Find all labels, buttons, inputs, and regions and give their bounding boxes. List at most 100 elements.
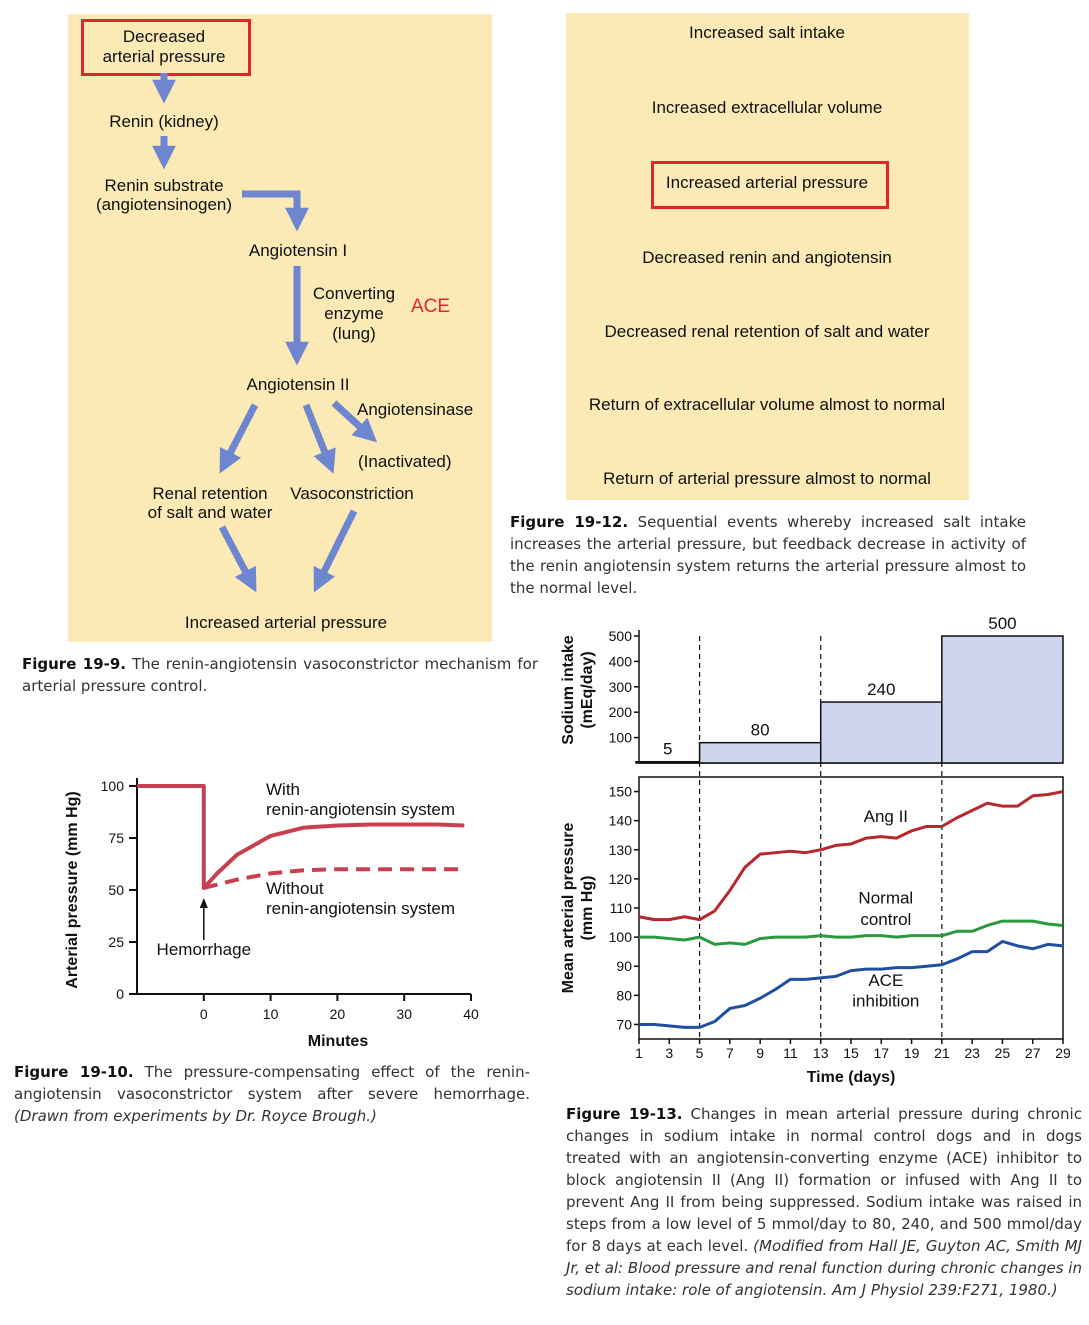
- arrow-ang2-to-renal: [219, 403, 259, 474]
- fig13-pressure-y-title-1: Mean arterial pressure: [560, 823, 577, 994]
- fig13-ang2-line: [638, 790, 1064, 922]
- fig12-step-5: Decreased renal retention of salt and wa…: [604, 322, 930, 341]
- fig9-angiotensin-1: Angiotensin I: [248, 241, 348, 260]
- fig10-with-ras-line: [137, 784, 465, 890]
- fig10-y-tick-label: 0: [116, 986, 124, 1002]
- fig10-without-label-2: renin-angiotensin system: [266, 899, 455, 918]
- fig13-sodium-step-label: 240: [867, 680, 895, 699]
- fig10-with-label-2: renin-angiotensin system: [266, 800, 455, 819]
- fig13-pressure-y-tick-label: 70: [616, 1016, 632, 1032]
- fig10-hemorrhage-label: Hemorrhage: [157, 940, 252, 959]
- fig13-pressure-frame: [638, 776, 1064, 1040]
- fig13-x-tick-label: 5: [696, 1045, 704, 1061]
- fig13-sodium-step-label: 500: [988, 614, 1016, 633]
- fig9-vasoconstriction: Vasoconstriction: [290, 484, 414, 503]
- fig12-step-1: Increased salt intake: [689, 23, 845, 42]
- arrow-renal-to-increased: [218, 525, 257, 593]
- fig9-substrate-line2: (angiotensinogen): [95, 195, 233, 214]
- fig13-ang2-label: Ang II: [864, 807, 908, 826]
- fig10-x-tick-label: 30: [396, 1006, 412, 1022]
- fig12-panel: [566, 13, 969, 500]
- fig13-caption-label: Figure 19-13.: [566, 1105, 683, 1123]
- fig13-sodium-y-title-1: Sodium intake: [560, 635, 577, 744]
- fig13-sodium-y-tick-label: 500: [609, 628, 633, 644]
- fig13-sodium-step-0: [635, 760, 701, 764]
- fig9-converting-line3: (lung): [332, 324, 376, 343]
- fig13-pressure-y-tick-label: 120: [609, 871, 633, 887]
- fig13-ace-inhibition-line: [639, 939, 1064, 1029]
- fig13-pressure-y-tick-label: 100: [609, 929, 633, 945]
- increased-pressure-highlight-box: [651, 161, 889, 209]
- fig13-pressure-y-tick-label: 110: [610, 900, 633, 916]
- fig9-panel: [68, 14, 492, 642]
- arrow-ang2-to-vaso: [302, 403, 336, 474]
- fig9-substrate-line1: Renin substrate: [104, 176, 224, 195]
- fig10-y-tick-label: 25: [108, 934, 124, 950]
- fig13-pressure-y-tick-label: 150: [609, 784, 633, 800]
- fig12-step-7: Return of arterial pressure almost to no…: [603, 469, 931, 488]
- fig13-sodium-y-tick-label: 100: [609, 730, 633, 746]
- fig9-converting-line1: Converting: [312, 284, 396, 303]
- fig10-y-tick-label: 75: [108, 830, 124, 846]
- fig13-normal-label-2: control: [860, 910, 911, 929]
- fig12-step-6: Return of extracellular volume almost to…: [588, 395, 946, 414]
- fig10-y-tick-label: 100: [101, 778, 125, 794]
- fig13-pressure-y-tick-label: 80: [616, 987, 632, 1003]
- fig10-x-tick-label: 0: [200, 1006, 208, 1022]
- fig13-x-tick-label: 11: [783, 1045, 798, 1061]
- fig13-sodium-step-label: 80: [751, 721, 770, 740]
- fig13-sodium-step-2: [819, 701, 943, 764]
- fig13-normal-label-1: Normal: [858, 889, 913, 908]
- fig10-without-ras-line: [203, 867, 465, 890]
- fig13-ace-label-1: ACE: [868, 971, 903, 990]
- fig10-y-tick-label: 50: [108, 882, 124, 898]
- fig13-sodium-y-tick-label: 200: [609, 704, 633, 720]
- fig13-pressure-y-tick-label: 130: [609, 842, 633, 858]
- fig9-converting-line2: enzyme: [324, 304, 384, 323]
- arrow-ang2-to-inactivated: [331, 400, 378, 443]
- fig13-x-tick-label: 19: [904, 1045, 920, 1061]
- fig9-renin: Renin (kidney): [109, 112, 219, 131]
- fig10-x-tick-label: 40: [463, 1006, 479, 1022]
- fig13-normal-control-line: [639, 919, 1064, 946]
- fig10-caption-label: Figure 19-10.: [14, 1063, 134, 1081]
- fig10-x-axis-title: Minutes: [308, 1033, 369, 1050]
- fig9-inactivated: (Inactivated): [358, 452, 452, 471]
- fig13-ace-label-2: inhibition: [852, 991, 919, 1010]
- fig12-caption-text: Sequential events whereby increased salt…: [510, 513, 1026, 597]
- fig13-x-tick-label: 23: [964, 1045, 980, 1061]
- fig13-sodium-step-1: [698, 741, 822, 764]
- fig13-pressure-y-tick-label: 140: [609, 813, 633, 829]
- fig12-caption-label: Figure 19-12.: [510, 513, 629, 531]
- fig13-caption: Figure 19-13. Changes in mean arterial p…: [566, 1103, 1082, 1301]
- fig9-caption-text: The renin-angiotensin vasoconstrictor me…: [22, 655, 538, 695]
- fig13-pressure-y-tick-label: 90: [616, 958, 632, 974]
- fig10-x-tick-label: 20: [330, 1006, 346, 1022]
- fig13-sodium-step-3: [941, 635, 1064, 764]
- arrow-vaso-to-increased: [313, 509, 358, 593]
- fig12-step-2: Increased extracellular volume: [651, 98, 883, 117]
- fig9-decreased-line1: Decreased: [122, 27, 206, 46]
- fig13-sodium-step-label: 5: [663, 740, 672, 759]
- fig13-x-tick-label: 21: [934, 1045, 950, 1061]
- fig12-step-4: Decreased renin and angiotensin: [642, 248, 892, 267]
- fig13-x-tick-label: 9: [756, 1045, 764, 1061]
- fig12-caption: Figure 19-12. Sequential events whereby …: [510, 511, 1026, 599]
- fig13-pressure-y-title-2: (mm Hg): [579, 876, 596, 941]
- fig13-sodium-y-tick-label: 400: [609, 653, 633, 669]
- fig13-x-axis-title: Time (days): [807, 1069, 896, 1086]
- fig13-x-tick-label: 13: [813, 1045, 829, 1061]
- fig13-x-tick-label: 29: [1055, 1045, 1071, 1061]
- fig13-x-tick-label: 17: [873, 1045, 889, 1061]
- fig9-angiotensin-2: Angiotensin II: [246, 375, 350, 394]
- fig10-with-label-1: With: [266, 780, 300, 799]
- fig13-sodium-y-tick-label: 300: [609, 679, 633, 695]
- fig9-angiotensinase: Angiotensinase: [357, 400, 474, 419]
- fig9-renal-line2: of salt and water: [147, 503, 273, 522]
- arrow-substrate-to-ang1: [242, 190, 309, 232]
- fig13-caption-text: Changes in mean arterial pressure during…: [566, 1105, 1082, 1255]
- fig10-caption-source: (Drawn from experiments by Dr. Royce Bro…: [14, 1107, 377, 1125]
- fig12-step-3: Increased arterial pressure: [665, 173, 869, 192]
